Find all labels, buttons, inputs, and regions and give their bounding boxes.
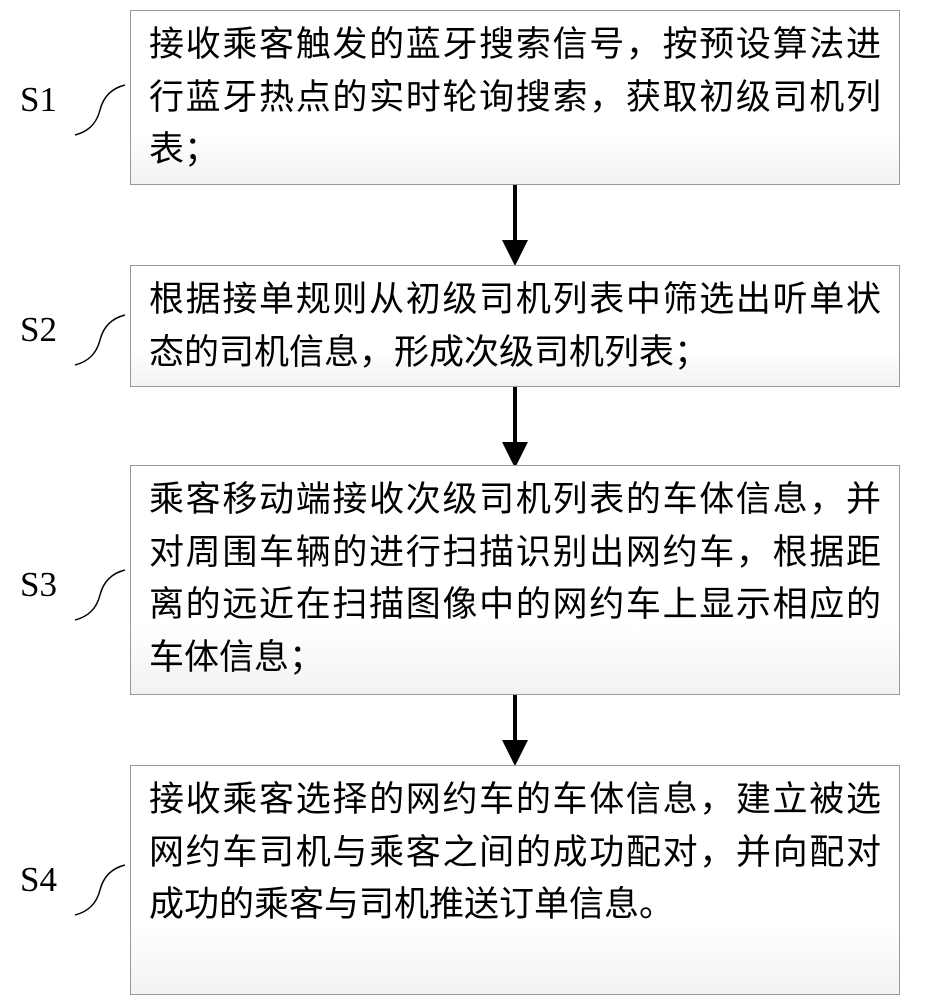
arrow-line <box>513 695 517 740</box>
label-curve-s3 <box>70 565 130 625</box>
label-text: S2 <box>20 310 57 349</box>
step-box-s2: 根据接单规则从初级司机列表中筛选出听单状态的司机信息，形成次级司机列表； <box>130 265 900 387</box>
step-box-s3: 乘客移动端接收次级司机列表的车体信息，并对周围车辆的进行扫描识别出网约车，根据距… <box>130 465 900 695</box>
arrow-head <box>502 240 528 266</box>
step-text: 接收乘客选择的网约车的车体信息，建立被选网约车司机与乘客之间的成功配对，并向配对… <box>149 780 881 924</box>
arrow-head <box>502 740 528 766</box>
step-label-s3: S3 <box>20 565 57 605</box>
step-text: 乘客移动端接收次级司机列表的车体信息，并对周围车辆的进行扫描识别出网约车，根据距… <box>149 480 881 677</box>
step-text: 接收乘客触发的蓝牙搜索信号，按预设算法进行蓝牙热点的实时轮询搜索，获取初级司机列… <box>149 25 881 169</box>
label-text: S4 <box>20 860 57 899</box>
step-label-s2: S2 <box>20 310 57 350</box>
step-box-s4: 接收乘客选择的网约车的车体信息，建立被选网约车司机与乘客之间的成功配对，并向配对… <box>130 765 900 995</box>
step-label-s1: S1 <box>20 80 57 120</box>
step-text: 根据接单规则从初级司机列表中筛选出听单状态的司机信息，形成次级司机列表； <box>149 280 881 372</box>
flowchart-canvas: S1 接收乘客触发的蓝牙搜索信号，按预设算法进行蓝牙热点的实时轮询搜索，获取初级… <box>0 0 936 1000</box>
label-text: S3 <box>20 565 57 604</box>
label-text: S1 <box>20 80 57 119</box>
label-curve-s1 <box>70 80 130 140</box>
arrow-line <box>513 387 517 442</box>
step-label-s4: S4 <box>20 860 57 900</box>
label-curve-s2 <box>70 310 130 370</box>
arrow-line <box>513 185 517 240</box>
label-curve-s4 <box>70 860 130 920</box>
step-box-s1: 接收乘客触发的蓝牙搜索信号，按预设算法进行蓝牙热点的实时轮询搜索，获取初级司机列… <box>130 10 900 185</box>
